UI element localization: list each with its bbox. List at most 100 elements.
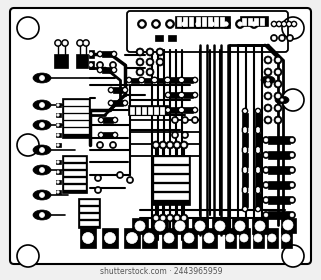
Circle shape	[159, 214, 167, 222]
Circle shape	[276, 106, 280, 110]
Bar	[170, 107, 180, 113]
Circle shape	[140, 78, 143, 81]
Bar	[124, 228, 140, 248]
Circle shape	[194, 78, 196, 81]
Bar	[89, 50, 93, 58]
Circle shape	[226, 234, 234, 242]
Circle shape	[290, 153, 294, 157]
Circle shape	[242, 146, 248, 152]
Bar	[56, 143, 60, 147]
Circle shape	[152, 141, 160, 149]
Circle shape	[82, 232, 93, 244]
Circle shape	[97, 141, 103, 148]
Ellipse shape	[33, 145, 51, 155]
Circle shape	[168, 143, 172, 147]
Circle shape	[266, 106, 270, 110]
Bar	[54, 54, 68, 68]
Bar	[252, 218, 268, 234]
Circle shape	[90, 53, 92, 55]
Ellipse shape	[33, 120, 51, 130]
Circle shape	[255, 168, 261, 174]
Bar	[89, 61, 93, 69]
Circle shape	[289, 211, 296, 218]
Circle shape	[126, 232, 137, 244]
Bar	[232, 218, 248, 234]
Circle shape	[178, 92, 184, 98]
Circle shape	[182, 143, 186, 147]
Circle shape	[282, 234, 290, 242]
Circle shape	[164, 233, 174, 243]
Circle shape	[138, 50, 142, 54]
Bar	[214, 17, 218, 26]
Circle shape	[146, 68, 154, 76]
Bar	[281, 218, 296, 233]
Circle shape	[192, 116, 198, 123]
Bar	[189, 17, 193, 26]
Bar	[248, 18, 252, 25]
Circle shape	[57, 114, 59, 116]
Circle shape	[166, 78, 169, 81]
Circle shape	[109, 88, 112, 92]
Circle shape	[165, 92, 171, 98]
Circle shape	[76, 39, 83, 46]
Circle shape	[292, 22, 296, 25]
Circle shape	[291, 21, 297, 27]
Circle shape	[290, 168, 294, 172]
Circle shape	[111, 67, 117, 73]
Bar	[255, 113, 261, 127]
Circle shape	[138, 60, 142, 64]
Circle shape	[114, 134, 117, 137]
Circle shape	[256, 169, 259, 172]
Circle shape	[97, 62, 103, 69]
Circle shape	[57, 191, 59, 193]
Circle shape	[290, 183, 294, 187]
Circle shape	[165, 77, 171, 83]
Circle shape	[109, 102, 112, 104]
Circle shape	[156, 58, 164, 66]
Bar	[154, 184, 188, 190]
Circle shape	[264, 138, 268, 142]
Bar	[183, 92, 193, 98]
Text: shutterstock.com · 2443965959: shutterstock.com · 2443965959	[100, 267, 222, 277]
Circle shape	[178, 107, 184, 113]
Circle shape	[57, 134, 59, 136]
Circle shape	[122, 87, 128, 93]
Bar	[268, 166, 290, 174]
Circle shape	[109, 62, 117, 69]
Circle shape	[264, 92, 272, 100]
Bar	[183, 17, 187, 26]
Circle shape	[39, 102, 45, 108]
Circle shape	[182, 22, 186, 26]
Circle shape	[57, 124, 59, 126]
Circle shape	[264, 56, 272, 64]
Circle shape	[264, 153, 268, 157]
Circle shape	[165, 107, 171, 113]
Circle shape	[100, 134, 102, 137]
Bar	[208, 17, 212, 26]
Bar	[183, 77, 193, 83]
Bar	[255, 153, 261, 167]
Circle shape	[276, 82, 280, 86]
Circle shape	[264, 198, 268, 202]
Circle shape	[178, 77, 184, 83]
Circle shape	[192, 107, 198, 113]
Circle shape	[179, 107, 185, 113]
Circle shape	[161, 216, 165, 220]
Circle shape	[290, 198, 294, 202]
Circle shape	[158, 60, 162, 64]
Circle shape	[244, 127, 247, 130]
Circle shape	[152, 214, 160, 222]
Bar	[128, 105, 168, 115]
Circle shape	[279, 34, 285, 41]
Circle shape	[274, 92, 282, 100]
Circle shape	[282, 17, 304, 39]
Circle shape	[263, 151, 270, 158]
Circle shape	[210, 22, 214, 26]
Circle shape	[282, 245, 304, 267]
Circle shape	[256, 207, 259, 211]
Bar	[242, 133, 248, 147]
Bar	[182, 228, 197, 248]
Circle shape	[171, 132, 178, 139]
Circle shape	[244, 207, 247, 211]
Circle shape	[242, 126, 248, 132]
